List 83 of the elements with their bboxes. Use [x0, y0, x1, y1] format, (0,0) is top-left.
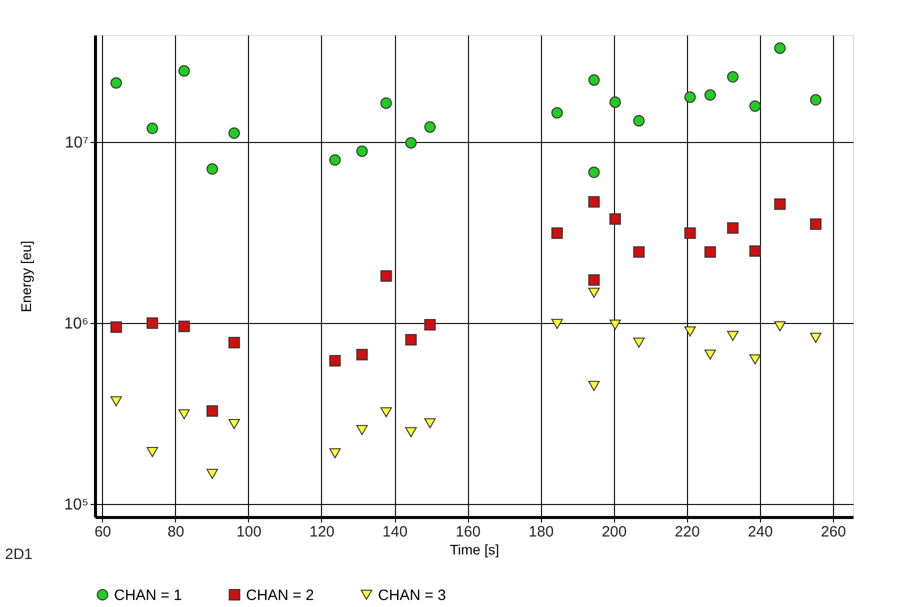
point: [110, 77, 122, 89]
point: [146, 317, 158, 329]
x-tick-label: 100: [236, 524, 262, 540]
point: [329, 354, 341, 366]
point: [684, 91, 696, 103]
point: [588, 196, 600, 208]
legend-label: CHAN = 1: [114, 586, 182, 604]
y-tick-label: 10⁵: [64, 496, 88, 514]
point: [551, 318, 563, 329]
x-axis-title: Time [s]: [450, 542, 500, 558]
point: [609, 213, 621, 225]
point: [356, 348, 368, 360]
point: [206, 163, 218, 175]
point: [588, 74, 600, 86]
point: [424, 418, 436, 428]
point: [356, 145, 368, 157]
point: [588, 380, 600, 391]
point: [424, 121, 436, 133]
point: [774, 42, 786, 54]
point: [405, 427, 417, 438]
point: [110, 321, 122, 333]
point: [329, 448, 341, 458]
y-tick-label: 10⁶: [64, 316, 88, 333]
text: 2D1: [5, 546, 33, 563]
point: [380, 97, 392, 109]
point: [727, 222, 739, 234]
x-tick-label: 120: [309, 524, 334, 540]
point: [704, 89, 716, 101]
point: [774, 321, 786, 332]
x-tick-label: 160: [456, 524, 481, 540]
point: [774, 198, 786, 210]
point: [405, 334, 417, 346]
legend-label: CHAN = 2: [246, 586, 314, 604]
x-tick-label: 140: [382, 524, 408, 540]
x-tick-label: 260: [820, 524, 846, 540]
y-axis-title: Energy [eu]: [18, 240, 34, 312]
point: [727, 71, 739, 83]
x-tick-label: 220: [674, 524, 700, 540]
point: [424, 318, 436, 330]
point: [749, 354, 761, 365]
point: [633, 246, 645, 258]
point: [356, 424, 368, 436]
point: [551, 107, 563, 119]
point: [329, 154, 341, 166]
point: [228, 336, 240, 348]
point: [178, 409, 190, 420]
point: [810, 94, 822, 106]
point: [588, 166, 600, 178]
point: [380, 270, 392, 282]
point: [704, 350, 716, 360]
point: [110, 396, 122, 406]
point: [609, 320, 621, 330]
point: [588, 288, 600, 298]
point: [749, 245, 761, 257]
point: [380, 407, 392, 418]
point: [178, 65, 190, 77]
point: [146, 122, 158, 134]
point: [228, 419, 240, 430]
x-tick-label: 80: [168, 524, 184, 540]
point: [206, 405, 218, 417]
point: [633, 115, 645, 127]
point: [178, 320, 190, 332]
point: [684, 227, 696, 239]
point: [749, 100, 761, 112]
point: [588, 274, 600, 286]
point: [228, 127, 240, 139]
x-tick-label: 60: [94, 524, 112, 540]
point: [810, 218, 822, 230]
point: [551, 227, 563, 239]
x-tick-label: 240: [748, 524, 773, 540]
point: [609, 96, 621, 108]
point: [810, 332, 822, 343]
y-tick-label: 10⁷: [64, 134, 89, 152]
point: [684, 326, 696, 336]
x-tick-label: 180: [528, 524, 554, 540]
point: [704, 246, 716, 258]
legend-label: CHAN = 3: [378, 586, 446, 604]
point: [633, 338, 645, 348]
point: [146, 447, 158, 458]
x-tick-label: 200: [602, 524, 627, 540]
point: [727, 330, 739, 341]
point: [405, 137, 417, 149]
point: [206, 468, 218, 479]
